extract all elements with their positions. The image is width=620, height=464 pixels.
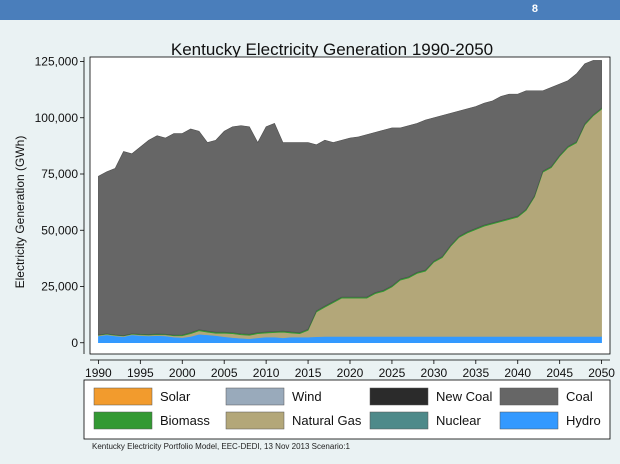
x-tick-label: 2015 bbox=[295, 366, 322, 380]
legend-swatch bbox=[499, 387, 559, 406]
legend-item-natural-gas: Natural Gas bbox=[225, 411, 362, 430]
legend-label: New Coal bbox=[436, 389, 492, 404]
legend-label: Biomass bbox=[160, 413, 210, 428]
legend-swatch bbox=[369, 411, 429, 430]
legend-swatch bbox=[225, 411, 285, 430]
chart-title: Kentucky Electricity Generation 1990-205… bbox=[171, 40, 493, 59]
legend-swatch bbox=[225, 387, 285, 406]
area-layers bbox=[98, 60, 602, 344]
x-tick-label: 2025 bbox=[379, 366, 406, 380]
y-tick-label: 125,000 bbox=[35, 55, 79, 69]
legend: Solar Wind New Coal Coal Biomass Natural Gas N… bbox=[93, 387, 601, 430]
legend-label: Coal bbox=[566, 389, 593, 404]
slide-header-bar: 8 bbox=[0, 0, 620, 20]
slide-number: 8 bbox=[531, 3, 538, 15]
x-tick-label: 2000 bbox=[169, 366, 196, 380]
legend-swatch bbox=[499, 411, 559, 430]
legend-item-hydro: Hydro bbox=[499, 411, 601, 430]
y-tick-label: 25,000 bbox=[41, 280, 78, 294]
legend-item-new-coal: New Coal bbox=[369, 387, 492, 406]
y-axis: 0 25,000 50,000 75,000 100,000 125,000 bbox=[35, 55, 85, 354]
x-tick-label: 2035 bbox=[462, 366, 489, 380]
x-tick-label: 2040 bbox=[504, 366, 531, 380]
x-tick-label: 2010 bbox=[253, 366, 280, 380]
legend-item-coal: Coal bbox=[499, 387, 593, 406]
x-tick-label: 2005 bbox=[211, 366, 238, 380]
y-tick-label: 75,000 bbox=[41, 167, 78, 181]
legend-label: Solar bbox=[160, 389, 191, 404]
chart: Kentucky Electricity Generation 1990-205… bbox=[13, 40, 615, 451]
legend-swatch bbox=[93, 387, 153, 406]
legend-swatch bbox=[369, 387, 429, 406]
x-tick-label: 2045 bbox=[546, 366, 573, 380]
legend-item-wind: Wind bbox=[225, 387, 322, 406]
legend-label: Natural Gas bbox=[292, 413, 362, 428]
x-tick-label: 1990 bbox=[85, 366, 112, 380]
legend-label: Hydro bbox=[566, 413, 601, 428]
y-tick-label: 0 bbox=[71, 336, 78, 350]
x-tick-label: 2030 bbox=[421, 366, 448, 380]
footnote: Kentucky Electricity Portfolio Model, EE… bbox=[92, 442, 350, 451]
x-axis: 1990 1995 2000 2005 2010 2015 2020 2025 2030 2035… bbox=[85, 359, 615, 380]
y-tick-label: 100,000 bbox=[35, 111, 79, 125]
chart-panel: Kentucky Electricity Generation 1990-205… bbox=[0, 20, 620, 464]
legend-label: Nuclear bbox=[436, 413, 481, 428]
legend-swatch bbox=[93, 411, 153, 430]
area-coal bbox=[98, 60, 602, 336]
x-tick-label: 2020 bbox=[337, 366, 364, 380]
legend-item-biomass: Biomass bbox=[93, 411, 210, 430]
legend-label: Wind bbox=[292, 389, 322, 404]
x-tick-label: 2050 bbox=[588, 366, 615, 380]
x-tick-label: 1995 bbox=[127, 366, 154, 380]
legend-item-nuclear: Nuclear bbox=[369, 411, 481, 430]
legend-item-solar: Solar bbox=[93, 387, 191, 406]
y-tick-label: 50,000 bbox=[41, 223, 78, 237]
y-axis-label: Electricity Generation (GWh) bbox=[13, 136, 27, 289]
